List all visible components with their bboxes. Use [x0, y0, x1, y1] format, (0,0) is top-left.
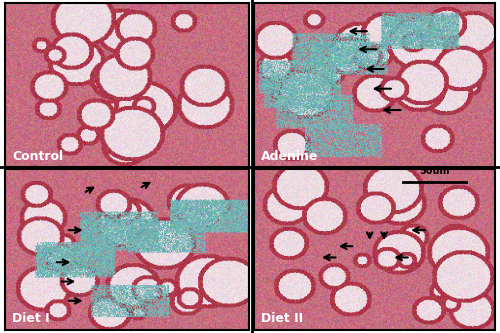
Text: 50um: 50um	[420, 166, 450, 175]
Text: Adenine: Adenine	[261, 150, 318, 163]
Text: Diet II: Diet II	[261, 312, 304, 325]
Text: Control: Control	[12, 150, 64, 163]
Text: Diet I: Diet I	[12, 312, 50, 325]
